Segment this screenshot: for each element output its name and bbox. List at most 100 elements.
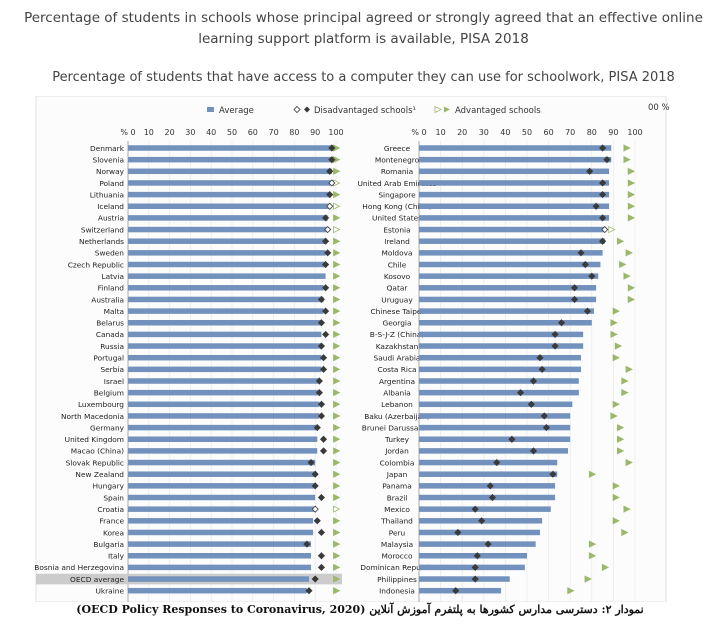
category-label: Brunei Darussalam (362, 423, 432, 432)
category-label: Chinese Taipei (370, 307, 423, 316)
category-label: United Arab Emirates (357, 179, 436, 188)
bar (128, 226, 328, 233)
disadvantaged-marker (454, 528, 462, 537)
advantaged-marker (333, 354, 341, 362)
advantaged-marker (616, 435, 625, 443)
disadvantaged-marker (317, 319, 326, 327)
disadvantaged-marker (328, 179, 336, 187)
main-title: Percentage of students in schools whose … (24, 10, 703, 47)
disadvantaged-marker (471, 563, 479, 571)
disadvantaged-marker (581, 260, 589, 269)
chart-panel-left: % 0 10 20 30 40 50 60 70 80 90 100 Denmark Slovenia N… (34, 128, 344, 602)
tick-label: 30 (185, 128, 195, 137)
disadvantaged-marker (317, 412, 326, 420)
advantaged-marker (333, 342, 341, 350)
category-label: Portugal (93, 354, 124, 363)
advantaged-marker (333, 249, 341, 257)
category-label: Italy (108, 552, 125, 561)
category-label: Indonesia (379, 587, 415, 596)
advantaged-marker (588, 540, 597, 548)
advantaged-marker (627, 214, 636, 222)
category-label: Philippines (377, 575, 417, 584)
disadvantaged-marker (324, 249, 332, 257)
category-label: Turkey (384, 435, 410, 444)
bar (419, 343, 584, 349)
advantaged-marker (612, 354, 620, 362)
tick-label: 90 (608, 128, 618, 137)
tick-label: 60 (248, 128, 258, 137)
bar (128, 529, 314, 536)
bar (419, 320, 592, 326)
disadvantaged-marker (311, 470, 319, 478)
advantaged-marker (623, 156, 631, 164)
category-label: OECD average (70, 575, 124, 584)
disadvantaged-marker (317, 563, 326, 571)
category-label: Peru (389, 528, 406, 537)
advantaged-marker (612, 400, 620, 408)
category-label: Romania (381, 167, 413, 176)
category-label: United States (372, 214, 422, 223)
advantaged-marker (601, 563, 610, 572)
bar (419, 331, 584, 338)
bar (419, 168, 610, 175)
tick-label: % 0 (411, 128, 426, 137)
advantaged-marker (333, 202, 341, 210)
disadvantaged-marker (328, 156, 336, 164)
bar (419, 424, 571, 431)
advantaged-marker (333, 540, 341, 548)
bar (128, 401, 320, 408)
advantaged-marker (610, 330, 618, 339)
category-label: Morocco (382, 552, 413, 561)
disadvantaged-marker (488, 493, 497, 502)
category-label: Denmark (90, 144, 125, 153)
bar (419, 576, 510, 582)
disadvantaged-marker (322, 214, 330, 222)
category-label: Malta (104, 307, 124, 316)
disadvantaged-marker (473, 552, 481, 560)
advantaged-marker (333, 389, 341, 397)
category-label: Canada (96, 330, 124, 339)
bar (419, 471, 558, 477)
bar (419, 261, 601, 268)
category-label: Kazakhstan (376, 342, 419, 351)
tick-label: 30 (479, 128, 489, 137)
advantaged-marker (614, 342, 623, 350)
disadvantaged-marker (317, 400, 326, 408)
bar (419, 506, 551, 512)
disadvantaged-marker (317, 295, 326, 304)
disadvantaged-marker (493, 458, 501, 467)
category-label: Poland (99, 179, 124, 188)
legend-advantaged-label: Advantaged schools (455, 106, 541, 116)
advantaged-marker (333, 225, 341, 234)
bar (128, 471, 316, 477)
category-label: Lithuania (90, 190, 124, 199)
disadvantaged-marker (592, 202, 600, 210)
advantaged-marker (619, 260, 627, 269)
category-label: Argentina (379, 377, 415, 386)
tick-label: 10 (436, 128, 446, 137)
advantaged-marker (333, 260, 341, 269)
bar (419, 226, 605, 233)
disadvantaged-marker (315, 377, 323, 385)
advantaged-marker (621, 528, 629, 537)
bar (128, 191, 330, 198)
disadvantaged-marker (527, 400, 535, 408)
bar (128, 459, 316, 466)
disadvantaged-marker (326, 191, 334, 199)
disadvantaged-marker (601, 225, 609, 234)
disadvantaged-marker (542, 424, 551, 432)
advantaged-marker (610, 412, 618, 420)
bar (419, 378, 579, 384)
disadvantaged-marker (577, 249, 585, 257)
bar (419, 180, 610, 186)
category-label: Kosovo (384, 272, 411, 281)
disadvantaged-marker (508, 435, 516, 443)
bar (419, 401, 573, 408)
disadvantaged-marker (599, 191, 607, 199)
disadvantaged-marker (313, 517, 321, 525)
category-label: Ireland (384, 237, 410, 246)
advantaged-marker (333, 307, 341, 315)
bar (128, 494, 316, 501)
category-label: Jordan (384, 447, 409, 456)
disadvantaged-marker (319, 447, 328, 455)
